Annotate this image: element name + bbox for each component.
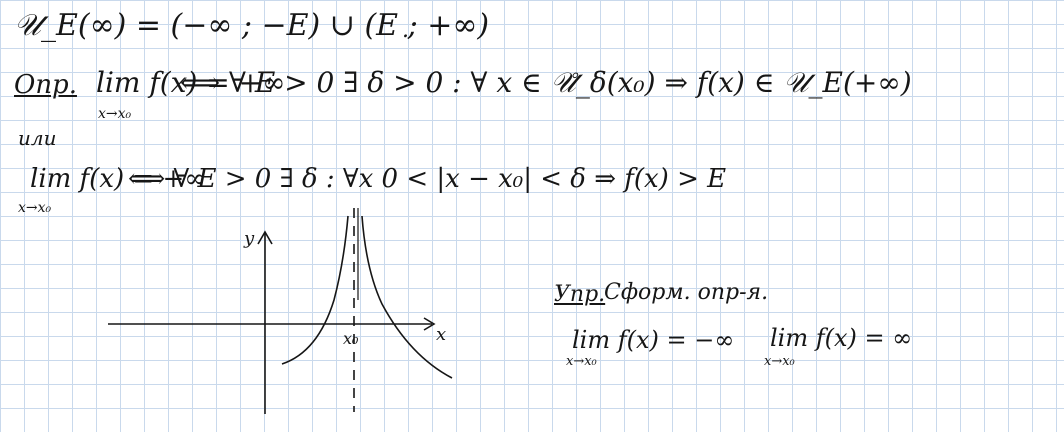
y-axis-label: y (243, 228, 255, 249)
definition-limit-subscript: x→x₀ (98, 106, 132, 122)
definition-limit: lim f(x) = +∞ (96, 66, 286, 99)
definition-label: Опр. (14, 70, 77, 100)
x-axis-arrow (423, 317, 436, 331)
exercise-limit-minus-infinity-subscript: x→x₀ (566, 354, 597, 369)
trailing-dot: . (402, 18, 409, 43)
neighborhood-of-infinity-formula: 𝒰_E(∞) = (−∞ ; −E) ∪ (E ; +∞) (14, 8, 490, 43)
exercise-limit-infinity-subscript: x→x₀ (764, 354, 795, 369)
y-axis-arrow (257, 230, 273, 245)
exercise-limit-minus-infinity: lim f(x) = −∞ (572, 326, 735, 354)
right-branch-curve (361, 215, 453, 379)
or-word: или (18, 126, 57, 150)
x0-label: x₀ (343, 329, 359, 348)
exercise-limit-infinity: lim f(x) = ∞ (770, 324, 913, 352)
definition2-limit: lim f(x) = +∞ (30, 164, 206, 194)
x-axis-label: x (436, 324, 446, 345)
definition2-limit-subscript: x→x₀ (18, 200, 52, 216)
definition2-body: ⟺ ∀ E > 0 ∃ δ : ∀x 0 < |x − x₀| < δ ⇒ f(… (128, 164, 727, 194)
left-branch-curve (281, 215, 349, 365)
exercise-text: Сформ. опр-я. (604, 280, 769, 305)
definition-body: ⟺ ∀ E > 0 ∃ δ > 0 : ∀ x ∈ 𝒰̊_δ(x₀) ⇒ f(x… (180, 66, 912, 99)
exercise-label: Упр. (554, 282, 606, 307)
